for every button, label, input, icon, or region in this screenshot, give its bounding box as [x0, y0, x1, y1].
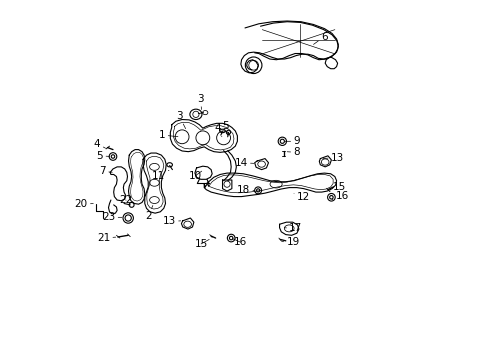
Text: 16: 16 — [332, 190, 349, 201]
Text: 14: 14 — [235, 158, 254, 168]
Text: 18: 18 — [237, 185, 255, 195]
Text: 12: 12 — [294, 192, 310, 202]
Text: 19: 19 — [282, 237, 300, 247]
Text: 17: 17 — [284, 224, 302, 233]
Text: 11: 11 — [152, 170, 169, 181]
Text: 3: 3 — [197, 94, 203, 109]
Text: 9: 9 — [285, 136, 300, 146]
Text: 3: 3 — [176, 111, 186, 129]
Text: 6: 6 — [314, 32, 328, 44]
Text: 4: 4 — [214, 123, 222, 136]
Text: 23: 23 — [102, 212, 122, 222]
Text: 16: 16 — [232, 237, 247, 247]
Text: 4: 4 — [94, 139, 105, 149]
Text: 2: 2 — [145, 206, 153, 221]
Text: 13: 13 — [323, 153, 344, 162]
Text: 15: 15 — [329, 182, 346, 192]
Text: 20: 20 — [74, 199, 93, 209]
Text: 1: 1 — [159, 130, 178, 140]
Text: 8: 8 — [287, 147, 300, 157]
Text: 22: 22 — [119, 195, 132, 205]
Text: 13: 13 — [163, 216, 181, 226]
Text: 10: 10 — [189, 171, 202, 181]
Text: 21: 21 — [97, 233, 116, 243]
Text: 5: 5 — [222, 121, 229, 135]
Text: 5: 5 — [97, 151, 110, 161]
Text: 7: 7 — [99, 166, 112, 176]
Text: 15: 15 — [195, 239, 209, 249]
